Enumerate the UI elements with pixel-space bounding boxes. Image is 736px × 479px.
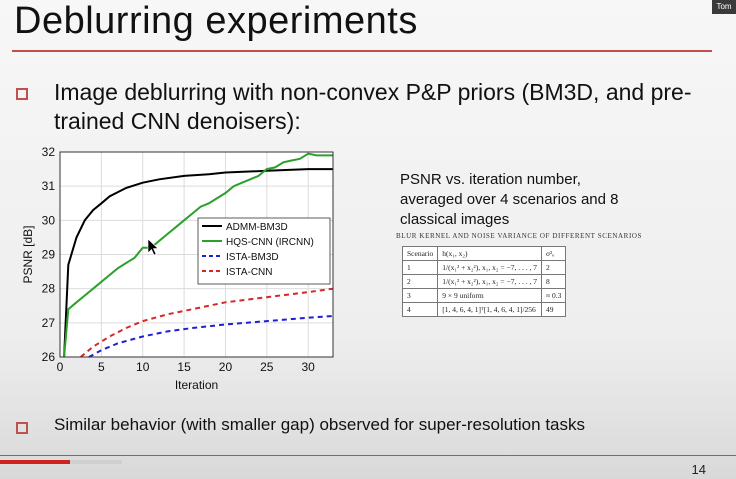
x-tick-label: 30 [302,360,316,374]
table-title: Blur Kernel and Noise Variance of Differ… [396,232,643,240]
y-tick-label: 30 [42,213,56,227]
bullet-square-icon [16,422,28,434]
title-divider [12,50,712,52]
table-cell: 4 [401,302,439,317]
series-line [63,152,333,358]
legend-label: ISTA-CNN [226,267,272,278]
y-axis-label: PSNR [dB] [21,225,35,283]
table-cell: 3 [401,288,439,303]
table-cell: 1/(x₁² + x₂²), x₁, x₂ = −7, . . . , 7 [437,274,542,289]
user-badge: Tom [712,0,736,14]
chart-legend: ADMM-BM3D HQS-CNN (IRCNN) ISTA-BM3D ISTA-CN… [147,217,331,285]
table-cell: 2 [540,260,567,275]
y-tick-label: 31 [42,179,56,193]
x-axis-label: Iteration [175,378,218,392]
table-row: 2 1/(x₁² + x₂²), x₁, x₂ = −7, . . . , 7 … [401,274,567,289]
x-tick-label: 15 [177,360,191,374]
scenario-table: Scenario h(x₁, x₂) σ²ₑ 1 1/(x₁² + x₂²), … [401,246,567,317]
table-header-cell: σ²ₑ [540,246,567,261]
bullet-square-icon [16,88,28,100]
x-tick-label: 5 [98,360,105,374]
table-cell: 1 [401,260,439,275]
legend-label: HQS-CNN (IRCNN) [226,237,314,248]
chart-axes: 0 5 10 15 20 25 30 26 27 28 29 30 31 32 Iteration PSNR … [21,145,334,392]
table-header-cell: Scenario [401,246,439,261]
table-row: 4 [1, 4, 6, 4, 1]ᵀ[1, 4, 6, 4, 1]/256 49 [401,302,567,317]
footer-divider [0,455,736,456]
psnr-chart: 0 5 10 15 20 25 30 26 27 28 29 30 31 32 Iteration PSNR … [20,142,340,402]
page-number: 14 [691,462,706,477]
y-tick-label: 28 [42,282,56,296]
table-cell: 2 [401,274,439,289]
chart-series [63,152,334,358]
legend-label: ISTA-BM3D [226,252,279,263]
table-cell: [1, 4, 6, 4, 1]ᵀ[1, 4, 6, 4, 1]/256 [437,302,542,317]
table-cell: 1/(x₁² + x₂²), x₁, x₂ = −7, . . . , 7 [437,260,542,275]
y-tick-label: 29 [42,248,56,262]
table-cell: 9 × 9 uniform [437,288,542,303]
slide-title: Deblurring experiments [14,0,418,42]
bullet-text-2: Similar behavior (with smaller gap) obse… [54,415,585,434]
plot-frame [59,151,334,358]
table-row: 3 9 × 9 uniform ≈ 0.3 [401,288,567,303]
table-cell: 49 [540,302,567,317]
x-tick-label: 20 [219,360,233,374]
series-line [63,168,333,358]
x-tick-label: 10 [136,360,150,374]
mouse-cursor-icon [147,238,159,256]
legend-label: ADMM-BM3D [226,222,288,233]
x-tick-label: 0 [57,360,64,374]
table-header-row: Scenario h(x₁, x₂) σ²ₑ [401,246,567,261]
psnr-chart-svg: 0 5 10 15 20 25 30 26 27 28 29 30 31 32 Iteration PSNR … [21,145,334,392]
table-cell: 8 [540,274,567,289]
table-row: 1 1/(x₁² + x₂²), x₁, x₂ = −7, . . . , 7 … [401,260,567,275]
y-tick-label: 27 [42,316,56,330]
bullet-text-1: Image deblurring with non-convex P&P pri… [54,79,692,134]
y-tick-label: 32 [42,145,56,159]
video-progress-fill[interactable] [0,460,70,464]
y-tick-label: 26 [42,350,56,364]
table-header-cell: h(x₁, x₂) [437,246,542,261]
series-line [80,287,334,358]
legend-box [197,217,331,285]
table-cell: ≈ 0.3 [540,288,567,303]
chart-caption: PSNR vs. iteration number, averaged over… [400,171,619,228]
x-tick-label: 25 [260,360,274,374]
